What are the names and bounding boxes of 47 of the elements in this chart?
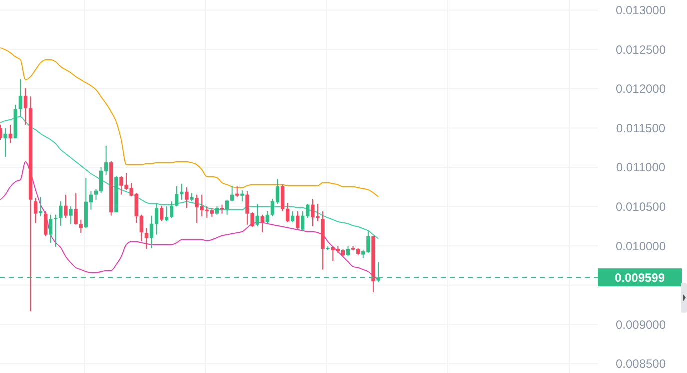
candlestick bbox=[220, 204, 224, 214]
candlestick bbox=[79, 219, 83, 234]
candlestick bbox=[286, 202, 290, 224]
candlestick bbox=[154, 203, 159, 236]
candlestick bbox=[185, 187, 189, 209]
candlestick bbox=[34, 198, 38, 224]
y-tick-label: 0.011000 bbox=[616, 160, 666, 175]
candlestick bbox=[54, 214, 58, 248]
y-tick-label: 0.010500 bbox=[616, 200, 666, 214]
candlestick bbox=[160, 205, 164, 222]
candlestick bbox=[64, 194, 68, 219]
candlestick bbox=[240, 190, 244, 202]
y-tick-label: 0.011500 bbox=[616, 121, 666, 136]
candlestick bbox=[24, 88, 28, 126]
line-series bbox=[0, 47, 379, 198]
candlestick bbox=[266, 211, 270, 224]
y-tick-label: 0.009000 bbox=[616, 318, 666, 332]
candlestick bbox=[280, 184, 285, 212]
candlestick bbox=[150, 215, 154, 249]
y-tick-label: 0.012000 bbox=[616, 82, 666, 96]
candlestick bbox=[44, 211, 48, 238]
y-tick-label: 0.012500 bbox=[616, 42, 666, 57]
candlestick bbox=[8, 124, 12, 144]
candlestick bbox=[49, 214, 53, 244]
ref-line-label: 0.009599 bbox=[614, 270, 666, 285]
line-series bbox=[0, 116, 379, 240]
candlestick bbox=[18, 78, 22, 118]
candlestick bbox=[256, 203, 260, 228]
candlestick bbox=[144, 228, 148, 250]
candlestick bbox=[291, 211, 295, 224]
candlestick bbox=[69, 206, 73, 225]
y-tick-label: 0.008500 bbox=[616, 357, 666, 372]
candlestick bbox=[230, 185, 234, 202]
candlestick bbox=[236, 186, 240, 198]
y-tick-label: 0.013000 bbox=[616, 4, 666, 18]
line-series bbox=[0, 161, 379, 280]
candlestick bbox=[165, 206, 169, 222]
candlestick bbox=[74, 192, 78, 226]
candlestick bbox=[296, 211, 300, 230]
y-tick-label: 0.010000 bbox=[616, 239, 666, 254]
candlestick bbox=[346, 246, 350, 257]
candlestick bbox=[170, 201, 174, 219]
candlestick bbox=[59, 201, 63, 226]
candlestick bbox=[260, 214, 264, 234]
candlestick bbox=[226, 199, 230, 216]
candlestick bbox=[4, 128, 8, 158]
candlestick bbox=[175, 186, 179, 208]
